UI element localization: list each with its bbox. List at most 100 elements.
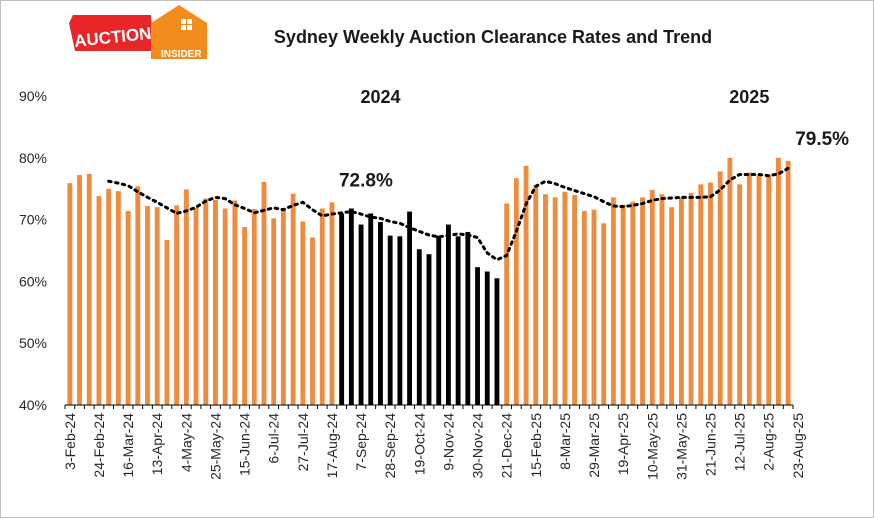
x-tick-label: 21-Dec-24	[499, 413, 515, 479]
x-tick-label: 21-Jun-25	[702, 413, 718, 476]
bar	[688, 193, 694, 405]
y-tick-label: 80%	[19, 150, 47, 166]
logo-window-icon	[181, 19, 186, 24]
y-tick-label: 60%	[19, 273, 47, 289]
bar	[96, 196, 102, 405]
x-tick-label: 29-Mar-25	[586, 413, 602, 478]
x-tick-label: 6-Jul-24	[266, 413, 282, 464]
bar	[727, 157, 733, 405]
auction-insider-logo: AUCTION INSIDER	[69, 5, 207, 60]
bar	[368, 213, 374, 405]
bar	[601, 223, 607, 405]
bar	[591, 209, 597, 405]
bar	[630, 201, 636, 405]
bar	[115, 191, 121, 405]
bar	[465, 231, 471, 405]
bar	[475, 267, 480, 405]
x-tick-label: 8-Mar-25	[557, 413, 573, 470]
x-tick-label: 4-May-24	[178, 413, 194, 472]
bar	[310, 237, 315, 405]
x-tick-label: 23-Aug-25	[790, 413, 806, 479]
bar	[484, 271, 490, 405]
bar	[776, 157, 781, 405]
x-tick-label: 12-Jul-25	[732, 413, 748, 472]
bar	[203, 198, 209, 405]
bar	[271, 218, 277, 405]
x-tick-label: 25-May-24	[207, 413, 223, 480]
x-tick-label: 31-May-25	[673, 413, 689, 480]
bar	[290, 193, 296, 405]
y-axis: 40% 50% 60% 70% 80% 90%	[19, 88, 47, 413]
x-axis: 3-Feb-24 24-Feb-24 16-Mar-24 13-Apr-24 4-May…	[62, 404, 806, 480]
x-tick-label: 7-Sep-24	[353, 413, 369, 471]
bar	[649, 189, 655, 405]
bar	[426, 254, 432, 405]
x-tick-label: 2-Aug-25	[761, 413, 777, 471]
bar	[125, 210, 131, 405]
x-tick-label: 17-Aug-24	[324, 413, 340, 479]
x-tick-label: 27-Jul-24	[295, 413, 311, 472]
x-tick-label: 10-May-25	[644, 413, 660, 480]
chart-title: Sydney Weekly Auction Clearance Rates an…	[274, 27, 712, 47]
bar	[397, 236, 403, 405]
bar	[717, 171, 723, 405]
bar	[242, 227, 247, 405]
bar	[358, 224, 364, 405]
bar	[77, 175, 82, 405]
bar	[659, 194, 665, 405]
bar	[67, 183, 73, 405]
bar	[572, 194, 578, 405]
annotations-group: 72.8% 79.5% 2024 2025	[339, 87, 849, 191]
x-tick-label: 15-Feb-25	[528, 413, 544, 478]
bar	[708, 182, 713, 405]
bar	[533, 185, 539, 405]
bar	[543, 194, 548, 405]
bar	[552, 197, 558, 405]
value-annotation: 79.5%	[795, 129, 849, 150]
bar	[581, 210, 587, 405]
bar	[513, 178, 519, 405]
x-tick-label: 13-Apr-24	[149, 413, 165, 475]
bar	[436, 235, 442, 405]
x-tick-label: 16-Mar-24	[120, 413, 136, 478]
y-tick-label: 50%	[19, 335, 47, 351]
bar	[611, 197, 616, 405]
year-label: 2024	[360, 87, 400, 107]
x-tick-label: 19-Oct-24	[411, 413, 427, 475]
y-tick-label: 90%	[19, 88, 47, 104]
bar	[504, 203, 510, 405]
bar	[261, 181, 267, 405]
bar	[455, 236, 461, 405]
bar	[232, 200, 238, 405]
bar	[387, 235, 393, 405]
value-annotation: 72.8%	[339, 170, 393, 191]
bar	[145, 206, 150, 405]
bar	[251, 209, 257, 405]
x-tick-label: 15-Jun-24	[237, 413, 253, 476]
x-tick-label: 28-Sep-24	[382, 413, 398, 479]
x-tick-label: 24-Feb-24	[91, 413, 107, 478]
bar	[86, 173, 92, 405]
logo-house-icon	[151, 5, 207, 59]
x-tick-label: 19-Apr-25	[615, 413, 631, 475]
bar	[193, 207, 199, 405]
bar	[213, 199, 218, 405]
bar	[416, 249, 422, 405]
bar	[319, 208, 325, 405]
bar	[174, 205, 180, 405]
bar	[494, 278, 500, 405]
bar	[348, 208, 354, 405]
bar	[766, 175, 772, 405]
logo-banner-shape	[69, 15, 153, 51]
bar	[669, 207, 675, 405]
bar	[329, 202, 335, 405]
x-tick-label: 3-Feb-24	[62, 413, 78, 470]
year-label: 2025	[729, 87, 769, 107]
bar	[746, 172, 752, 405]
bars-group	[67, 157, 791, 405]
bar	[378, 222, 383, 405]
bar	[154, 207, 160, 405]
bar	[678, 197, 684, 405]
